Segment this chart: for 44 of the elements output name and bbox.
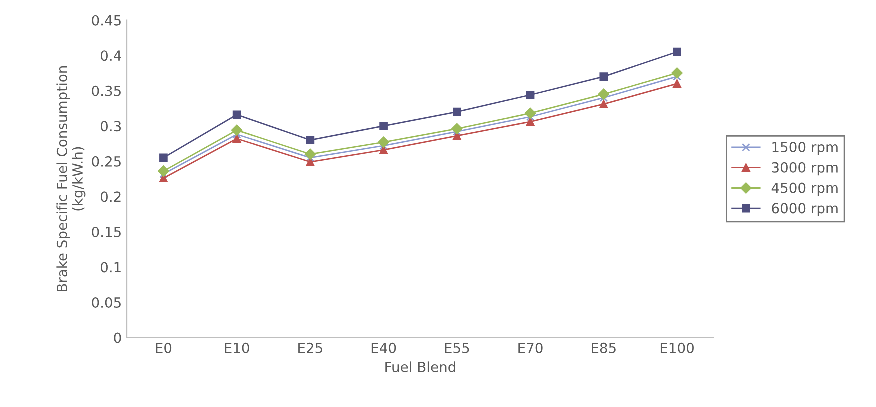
y-tick-label: 0.15 [92, 226, 121, 238]
x-tick-label: E55 [445, 343, 470, 354]
x-axis-title: Fuel Blend [386, 362, 456, 372]
y-tick-label: 0.3 [100, 121, 122, 132]
point [600, 72, 608, 81]
point [452, 108, 462, 116]
legend-label: 6000 rpm [772, 203, 838, 216]
point [672, 68, 683, 79]
x-tick-label: E100 [660, 342, 694, 354]
x-tick-label: E70 [518, 342, 543, 354]
point [158, 166, 170, 177]
y-tick-label: 0.4 [100, 50, 122, 62]
x-tick-label: E25 [298, 342, 322, 354]
point [380, 122, 388, 130]
point [231, 124, 243, 136]
point [600, 100, 608, 108]
y-tick-label: 0.05 [92, 298, 121, 308]
point [304, 148, 316, 160]
point [526, 118, 535, 126]
point [526, 90, 535, 100]
point [673, 80, 682, 88]
x-tick-label: E10 [225, 342, 250, 354]
x-tick-label: E40 [372, 342, 396, 354]
y-tick-label: 0.35 [92, 86, 121, 96]
point [232, 110, 242, 120]
y-tick-label: 0.25 [92, 156, 121, 167]
point [598, 88, 610, 100]
point [673, 48, 682, 56]
point [524, 108, 536, 120]
x-tick-label: E0 [156, 342, 172, 354]
y-axis-title: Brake Specific Fuel Consumption (kg/kW.h) [56, 66, 86, 292]
y-tick-label: 0.1 [100, 262, 121, 273]
y-tick-label: 0.45 [92, 15, 121, 26]
point [232, 134, 242, 144]
y-tick-label: 0 [114, 332, 122, 344]
point [378, 136, 390, 148]
legend-label: 3000 rpm [772, 162, 838, 176]
legend-label: 1500 rpm [772, 142, 838, 156]
legend-label: 4500 rpm [772, 182, 838, 196]
x-tick-label: E85 [592, 342, 616, 354]
point [452, 123, 463, 135]
y-tick-label: 0.2 [100, 192, 121, 202]
point [306, 136, 315, 144]
point [160, 154, 168, 162]
